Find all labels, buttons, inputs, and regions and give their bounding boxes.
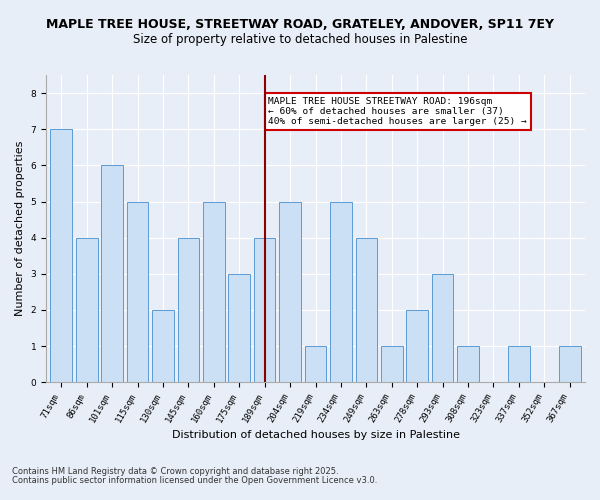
Bar: [457, 346, 479, 383]
Text: MAPLE TREE HOUSE, STREETWAY ROAD, GRATELEY, ANDOVER, SP11 7EY: MAPLE TREE HOUSE, STREETWAY ROAD, GRATEL…: [46, 18, 554, 30]
Bar: [101, 166, 123, 382]
Bar: [559, 346, 581, 383]
Y-axis label: Number of detached properties: Number of detached properties: [15, 141, 25, 316]
Bar: [356, 238, 377, 382]
Bar: [305, 346, 326, 383]
Bar: [127, 202, 148, 382]
Text: Contains public sector information licensed under the Open Government Licence v3: Contains public sector information licen…: [12, 476, 377, 485]
Bar: [254, 238, 275, 382]
Bar: [330, 202, 352, 382]
Text: Contains HM Land Registry data © Crown copyright and database right 2025.: Contains HM Land Registry data © Crown c…: [12, 467, 338, 476]
Bar: [76, 238, 98, 382]
Bar: [50, 129, 72, 382]
Bar: [178, 238, 199, 382]
Bar: [203, 202, 224, 382]
Bar: [152, 310, 174, 382]
Bar: [508, 346, 530, 383]
Text: MAPLE TREE HOUSE STREETWAY ROAD: 196sqm
← 60% of detached houses are smaller (37: MAPLE TREE HOUSE STREETWAY ROAD: 196sqm …: [268, 96, 527, 126]
Text: Size of property relative to detached houses in Palestine: Size of property relative to detached ho…: [133, 32, 467, 46]
Bar: [279, 202, 301, 382]
Bar: [381, 346, 403, 383]
Bar: [432, 274, 454, 382]
X-axis label: Distribution of detached houses by size in Palestine: Distribution of detached houses by size …: [172, 430, 460, 440]
Bar: [406, 310, 428, 382]
Bar: [229, 274, 250, 382]
